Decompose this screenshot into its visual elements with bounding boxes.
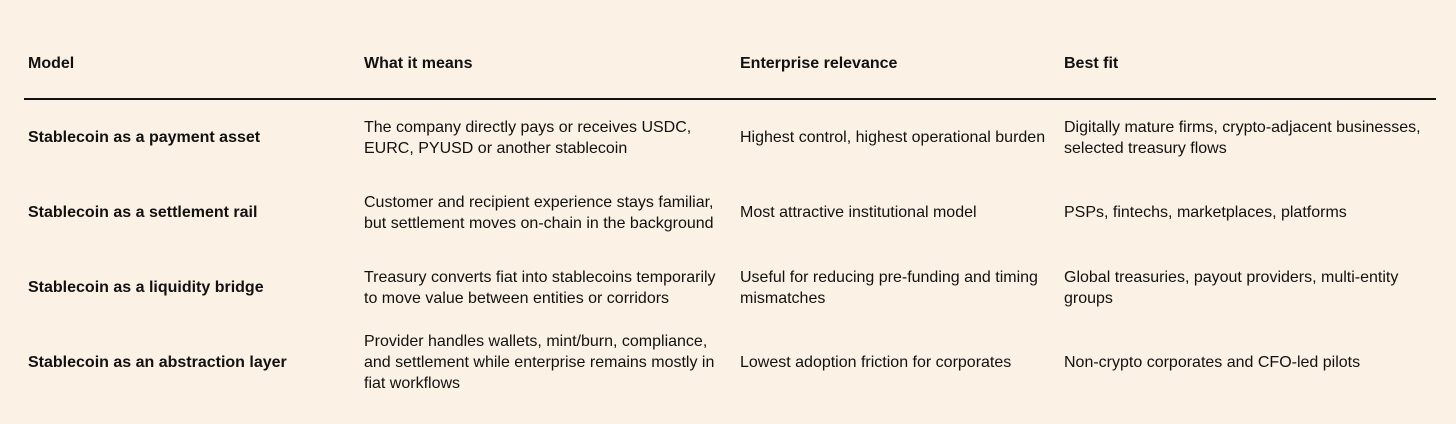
cell-text: Provider handles wallets, mint/burn, com… [364,333,715,392]
cell-text: Most attractive institutional model [740,204,977,221]
cell-text: The company directly pays or receives US… [364,118,692,157]
cell-text: Best fit [1064,54,1119,72]
header-rule [24,98,1436,100]
row-label: Stablecoin as a payment asset [28,100,348,175]
table-cell: Provider handles wallets, mint/burn, com… [364,325,730,400]
table-cell: Useful for reducing pre-funding and timi… [740,250,1060,325]
row-label: Stablecoin as an abstraction layer [28,325,348,400]
header-cell: Best fit [1064,40,1436,86]
cell-text: Global treasuries, payout providers, mul… [1064,268,1399,307]
table-cell: Non-crypto corporates and CFO-led pilots [1064,325,1436,400]
header-cell: Enterprise relevance [740,40,1060,86]
table-cell: The company directly pays or receives US… [364,100,730,175]
table-cell: Highest control, highest operational bur… [740,100,1060,175]
cell-text: What it means [364,54,473,72]
table-cell: Lowest adoption friction for corporates [740,325,1060,400]
cell-text: Lowest adoption friction for corporates [740,354,1012,371]
table-cell: Global treasuries, payout providers, mul… [1064,250,1436,325]
cell-text: Stablecoin as a liquidity bridge [28,279,264,296]
row-label: Stablecoin as a liquidity bridge [28,250,348,325]
cell-text: PSPs, fintechs, marketplaces, platforms [1064,204,1347,221]
cell-text: Stablecoin as a payment asset [28,129,261,146]
table-cell: Most attractive institutional model [740,175,1060,250]
cell-text: Highest control, highest operational bur… [740,129,1046,146]
cell-text: Digitally mature firms, crypto-adjacent … [1064,118,1421,157]
cell-text: Customer and recipient experience stays … [364,193,714,232]
table-cell: Digitally mature firms, crypto-adjacent … [1064,100,1436,175]
table-cell: PSPs, fintechs, marketplaces, platforms [1064,175,1436,250]
cell-text: Model [28,54,75,72]
header-cell: What it means [364,40,730,86]
cell-text: Non-crypto corporates and CFO-led pilots [1064,354,1361,371]
row-label: Stablecoin as a settlement rail [28,175,348,250]
cell-text: Enterprise relevance [740,54,898,72]
table-cell: Customer and recipient experience stays … [364,175,730,250]
table-cell: Treasury converts fiat into stablecoins … [364,250,730,325]
cell-text: Treasury converts fiat into stablecoins … [364,268,716,307]
cell-text: Stablecoin as a settlement rail [28,204,258,221]
cell-text: Useful for reducing pre-funding and timi… [740,268,1038,307]
cell-text: Stablecoin as an abstraction layer [28,354,287,371]
header-cell: Model [28,40,348,86]
